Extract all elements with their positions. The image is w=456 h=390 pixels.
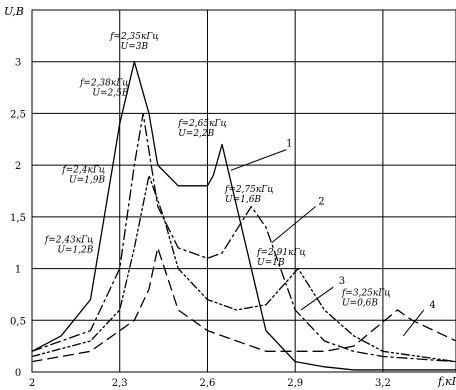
series-line-2 (31, 112, 456, 363)
annotation-2-line-2: U=2,5B (92, 89, 128, 99)
y-tick-label: 1,5 (10, 213, 26, 224)
annotation-8-line-2: U=0,6B (342, 298, 378, 308)
series-label-4: 4 (429, 300, 435, 311)
y-tick-label: 2 (15, 161, 21, 172)
annotation-3-line-2: U=1,9B (69, 175, 105, 185)
annotation-3: f=2,4кГц U=1,9B (61, 165, 105, 185)
series-line-3 (31, 174, 456, 363)
annotation-7-line-2: U=1B (257, 258, 285, 268)
annotation-8: f=3,25кГц U=0,6B (341, 288, 391, 308)
annotation-6-line-2: U=1,6B (225, 195, 261, 205)
annotation-2-line-1: f=2,38кГц (79, 79, 129, 89)
series-label-3: 3 (339, 276, 345, 287)
series-line-4 (31, 247, 456, 363)
series-label-leader-2 (271, 206, 316, 244)
series-label-1: 1 (286, 139, 292, 150)
chart-grid (32, 10, 456, 372)
annotation-6: f=2,75кГц U=1,6B (224, 185, 274, 205)
y-tick-label: 1 (15, 265, 21, 276)
x-tick-label: 2,9 (287, 378, 303, 389)
annotation-5: f=2,65кГц U=2,2B (177, 119, 227, 139)
series-label-leader-4 (402, 309, 425, 337)
annotation-4-line-1: f=2,43кГц (44, 236, 94, 246)
series-label-leader-1 (230, 149, 287, 171)
series-label-2: 2 (318, 196, 324, 207)
annotation-7-line-1: f=2,91кГц (256, 248, 306, 258)
annotation-6-line-1: f=2,75кГц (224, 185, 274, 195)
y-tick-label: 0 (15, 368, 21, 379)
annotation-5-line-1: f=2,65кГц (177, 119, 227, 129)
series-label-layer: 1 2 3 4 (230, 139, 436, 337)
series-line-1 (31, 61, 456, 371)
y-axis-label: U,B (4, 5, 24, 18)
annotation-2: f=2,38кГц U=2,5B (79, 79, 129, 99)
y-tick-label: 3 (15, 58, 21, 69)
series-layer (31, 61, 456, 371)
plot-frame (31, 9, 456, 373)
tick-labels: 0 0,5 1 1,5 2 2,5 3 2 2,3 2,6 2,9 3,2 (10, 58, 391, 389)
x-tick-label: 2,3 (112, 378, 128, 389)
x-axis-label: f,кГц (437, 375, 456, 388)
annotation-7: f=2,91кГц U=1B (256, 248, 306, 268)
x-tick-label: 2,6 (199, 378, 215, 389)
y-tick-label: 2,5 (10, 109, 26, 120)
annotation-5-line-2: U=2,2B (178, 129, 214, 139)
x-tick-label: 2 (29, 378, 35, 389)
annotation-1-line-2: U=3B (121, 42, 149, 52)
x-tick-label: 3,2 (375, 378, 391, 389)
plot-border (31, 9, 456, 373)
annotation-3-line-1: f=2,4кГц (61, 165, 105, 175)
annotation-8-line-1: f=3,25кГц (341, 288, 391, 298)
annotation-1: f=2,35кГц U=3B (109, 32, 159, 52)
annotation-4: f=2,43кГц U=1,2B (44, 236, 94, 256)
annotation-1-line-1: f=2,35кГц (109, 32, 159, 42)
series-label-leader-3 (300, 286, 334, 311)
y-tick-label: 0,5 (10, 316, 26, 327)
annotation-layer: f=2,35кГц U=3Bf=2,38кГц U=2,5Bf=2,4кГц U=1,… (44, 32, 391, 309)
annotation-4-line-2: U=1,2B (57, 246, 93, 256)
